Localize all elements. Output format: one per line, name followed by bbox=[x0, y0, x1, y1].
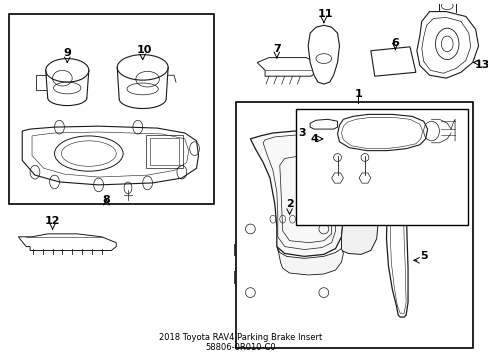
Polygon shape bbox=[416, 12, 478, 78]
Bar bbox=[149, 138, 179, 165]
Bar bbox=[145, 135, 183, 168]
Bar bbox=[245, 224, 333, 302]
Text: 2: 2 bbox=[285, 199, 293, 210]
Polygon shape bbox=[307, 25, 339, 84]
Bar bbox=[233, 271, 246, 283]
Text: 7: 7 bbox=[272, 44, 280, 54]
Bar bbox=[333, 244, 345, 255]
Bar bbox=[264, 212, 313, 226]
Text: 3: 3 bbox=[298, 128, 305, 138]
Text: 6: 6 bbox=[390, 38, 398, 48]
Polygon shape bbox=[250, 131, 343, 256]
Text: 9: 9 bbox=[63, 48, 71, 58]
Bar bbox=[8, 14, 214, 204]
Bar bbox=[272, 281, 305, 301]
Text: 1: 1 bbox=[353, 89, 361, 99]
Bar bbox=[235, 102, 472, 348]
Polygon shape bbox=[386, 188, 407, 317]
Text: 11: 11 bbox=[317, 9, 333, 18]
Bar bbox=[233, 244, 246, 255]
Text: 12: 12 bbox=[45, 216, 60, 226]
Bar bbox=[251, 230, 327, 297]
Bar bbox=[333, 271, 345, 283]
Polygon shape bbox=[331, 149, 378, 255]
Text: 2018 Toyota RAV4 Parking Brake Insert
58806-0R010-C0: 2018 Toyota RAV4 Parking Brake Insert 58… bbox=[159, 333, 322, 352]
Text: 10: 10 bbox=[137, 45, 152, 55]
Text: 8: 8 bbox=[102, 195, 110, 204]
Polygon shape bbox=[337, 114, 427, 150]
Polygon shape bbox=[276, 247, 343, 275]
Bar bbox=[296, 109, 467, 225]
Text: 13: 13 bbox=[474, 60, 488, 71]
Text: 4: 4 bbox=[309, 134, 317, 144]
Text: 5: 5 bbox=[419, 251, 427, 261]
